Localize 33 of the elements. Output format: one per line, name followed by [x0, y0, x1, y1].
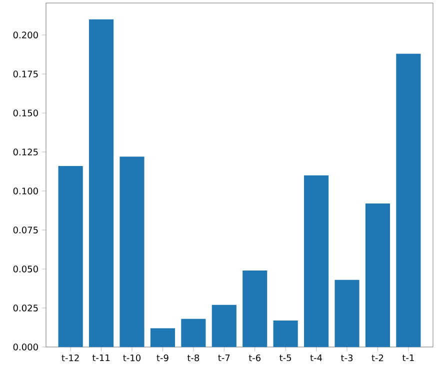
bar	[334, 280, 360, 347]
y-tick-label: 0.000	[13, 344, 38, 350]
x-tick-label: t-12	[62, 354, 79, 362]
x-tick-label: t-11	[92, 354, 110, 362]
x-tick-label: t-5	[280, 354, 292, 362]
y-tick-label: 0.200	[13, 32, 38, 38]
x-tick-label: t-9	[156, 354, 168, 362]
y-tick-label: 0.075	[13, 226, 38, 234]
x-tick-label: t-1	[402, 354, 414, 362]
x-tick-label: t-3	[340, 354, 353, 362]
bar	[150, 328, 175, 347]
x-tick-label: t-7	[218, 354, 230, 362]
bar	[181, 318, 206, 347]
y-tick-label: 0.125	[13, 148, 38, 156]
bar	[304, 175, 329, 347]
bar	[273, 320, 298, 347]
bar	[58, 166, 83, 347]
y-tick-label: 0.100	[13, 188, 38, 194]
y-tick-label: 0.050	[13, 266, 38, 272]
x-tick-label: t-4	[310, 354, 322, 362]
y-tick-label: 0.175	[13, 70, 38, 78]
bar	[120, 156, 144, 347]
bar	[396, 54, 421, 347]
y-tick-label: 0.150	[13, 110, 38, 116]
x-tick-label: t-6	[248, 354, 261, 362]
x-tick-label: t-8	[187, 354, 200, 362]
bar	[89, 19, 114, 347]
bar	[212, 304, 236, 347]
x-tick-label: t-2	[372, 354, 384, 362]
bar	[242, 270, 268, 347]
bar	[365, 203, 390, 347]
y-tick-label: 0.025	[13, 304, 38, 312]
x-tick-label: t-10	[123, 354, 141, 362]
